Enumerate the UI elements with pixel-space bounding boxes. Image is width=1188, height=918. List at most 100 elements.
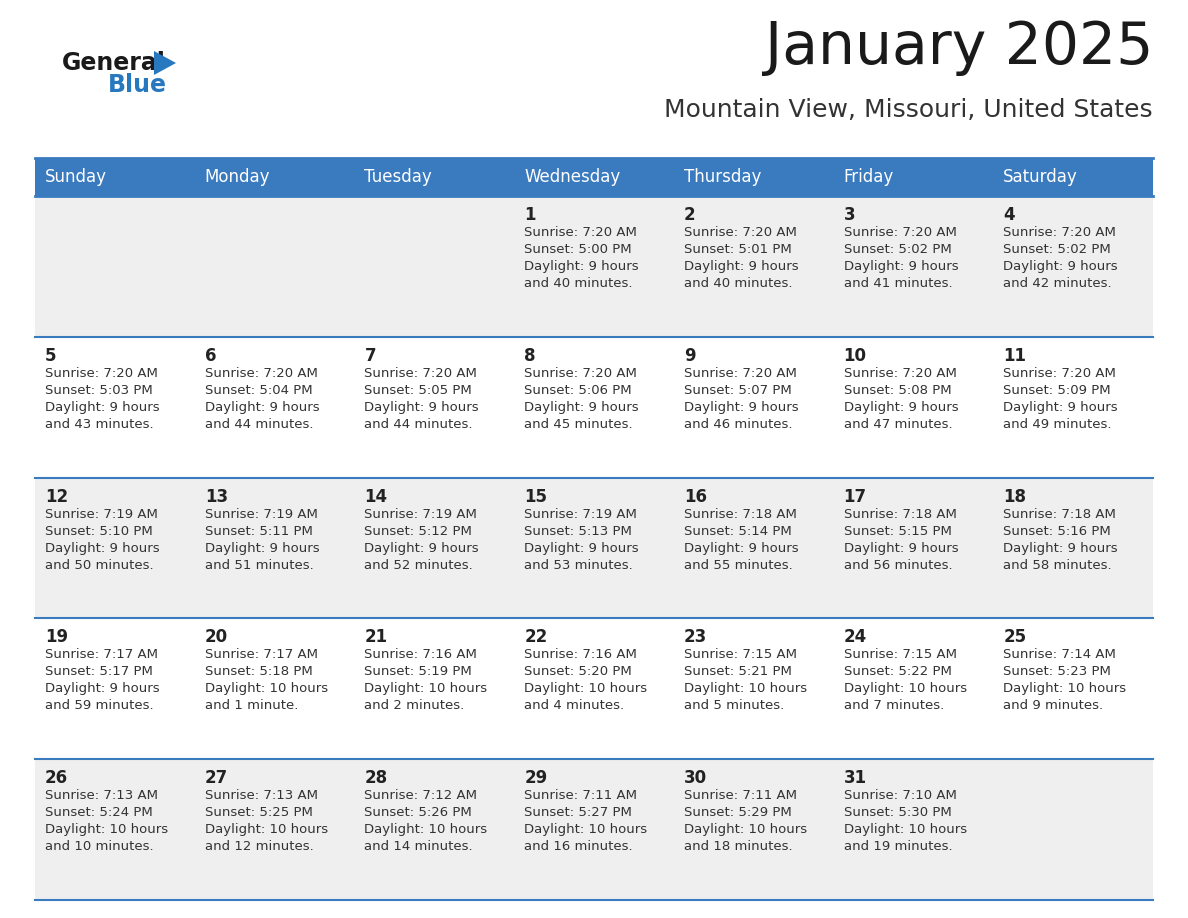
Text: Sunrise: 7:19 AM: Sunrise: 7:19 AM	[45, 508, 158, 521]
Bar	[34, 337, 195, 477]
Text: Sunset: 5:10 PM: Sunset: 5:10 PM	[45, 524, 153, 538]
Text: Sunrise: 7:20 AM: Sunrise: 7:20 AM	[1004, 367, 1117, 380]
Text: Sunrise: 7:20 AM: Sunrise: 7:20 AM	[524, 226, 637, 239]
Text: Sunset: 5:04 PM: Sunset: 5:04 PM	[204, 384, 312, 397]
Text: Sunset: 5:25 PM: Sunset: 5:25 PM	[204, 806, 312, 819]
Text: and 4 minutes.: and 4 minutes.	[524, 700, 624, 712]
Text: Sunrise: 7:20 AM: Sunrise: 7:20 AM	[843, 367, 956, 380]
Text: Sunrise: 7:11 AM: Sunrise: 7:11 AM	[684, 789, 797, 802]
Text: Sunrise: 7:13 AM: Sunrise: 7:13 AM	[45, 789, 158, 802]
Text: and 1 minute.: and 1 minute.	[204, 700, 298, 712]
Bar	[674, 477, 834, 619]
Text: 17: 17	[843, 487, 867, 506]
Text: 11: 11	[1004, 347, 1026, 364]
Text: Sunrise: 7:16 AM: Sunrise: 7:16 AM	[365, 648, 478, 661]
Text: Sunrise: 7:11 AM: Sunrise: 7:11 AM	[524, 789, 637, 802]
Bar	[834, 619, 993, 759]
Text: Daylight: 10 hours: Daylight: 10 hours	[524, 682, 647, 696]
Text: Sunrise: 7:12 AM: Sunrise: 7:12 AM	[365, 789, 478, 802]
Text: Sunset: 5:09 PM: Sunset: 5:09 PM	[1004, 384, 1111, 397]
Text: Sunrise: 7:20 AM: Sunrise: 7:20 AM	[684, 226, 797, 239]
Bar	[993, 477, 1154, 619]
Bar	[514, 196, 674, 337]
Text: Sunset: 5:05 PM: Sunset: 5:05 PM	[365, 384, 472, 397]
Text: Sunset: 5:17 PM: Sunset: 5:17 PM	[45, 666, 153, 678]
Text: 3: 3	[843, 206, 855, 224]
Text: Daylight: 9 hours: Daylight: 9 hours	[45, 542, 159, 554]
Text: Daylight: 9 hours: Daylight: 9 hours	[365, 542, 479, 554]
Text: Sunrise: 7:14 AM: Sunrise: 7:14 AM	[1004, 648, 1117, 661]
Text: Sunset: 5:21 PM: Sunset: 5:21 PM	[684, 666, 791, 678]
Text: Sunset: 5:26 PM: Sunset: 5:26 PM	[365, 806, 472, 819]
Text: Wednesday: Wednesday	[524, 168, 620, 186]
Bar	[354, 158, 514, 196]
Text: Sunrise: 7:17 AM: Sunrise: 7:17 AM	[45, 648, 158, 661]
Bar	[834, 337, 993, 477]
Text: and 40 minutes.: and 40 minutes.	[684, 277, 792, 290]
Text: 8: 8	[524, 347, 536, 364]
Text: 16: 16	[684, 487, 707, 506]
Text: 27: 27	[204, 769, 228, 788]
Text: Sunrise: 7:19 AM: Sunrise: 7:19 AM	[365, 508, 478, 521]
Text: Saturday: Saturday	[1004, 168, 1078, 186]
Text: and 45 minutes.: and 45 minutes.	[524, 418, 633, 431]
Bar	[354, 759, 514, 900]
Text: Daylight: 10 hours: Daylight: 10 hours	[45, 823, 169, 836]
Text: Sunrise: 7:17 AM: Sunrise: 7:17 AM	[204, 648, 317, 661]
Bar	[674, 196, 834, 337]
Text: Sunset: 5:01 PM: Sunset: 5:01 PM	[684, 243, 791, 256]
Bar	[195, 477, 354, 619]
Text: Sunset: 5:07 PM: Sunset: 5:07 PM	[684, 384, 791, 397]
Text: 20: 20	[204, 629, 228, 646]
Text: Sunset: 5:02 PM: Sunset: 5:02 PM	[1004, 243, 1111, 256]
Text: General: General	[62, 51, 166, 75]
Text: Daylight: 10 hours: Daylight: 10 hours	[204, 823, 328, 836]
Bar	[674, 337, 834, 477]
Bar	[834, 196, 993, 337]
Text: Sunset: 5:12 PM: Sunset: 5:12 PM	[365, 524, 473, 538]
Text: Sunrise: 7:18 AM: Sunrise: 7:18 AM	[843, 508, 956, 521]
Text: Daylight: 9 hours: Daylight: 9 hours	[843, 401, 959, 414]
Text: 31: 31	[843, 769, 867, 788]
Bar	[674, 759, 834, 900]
Text: Sunset: 5:22 PM: Sunset: 5:22 PM	[843, 666, 952, 678]
Text: Sunset: 5:06 PM: Sunset: 5:06 PM	[524, 384, 632, 397]
Text: 19: 19	[45, 629, 68, 646]
Text: Daylight: 9 hours: Daylight: 9 hours	[1004, 542, 1118, 554]
Text: and 19 minutes.: and 19 minutes.	[843, 840, 953, 853]
Text: and 47 minutes.: and 47 minutes.	[843, 418, 953, 431]
Text: Sunset: 5:03 PM: Sunset: 5:03 PM	[45, 384, 153, 397]
Text: Sunrise: 7:19 AM: Sunrise: 7:19 AM	[524, 508, 637, 521]
Bar	[34, 196, 195, 337]
Text: Sunrise: 7:20 AM: Sunrise: 7:20 AM	[45, 367, 158, 380]
Text: Daylight: 9 hours: Daylight: 9 hours	[684, 542, 798, 554]
Text: and 44 minutes.: and 44 minutes.	[365, 418, 473, 431]
Text: 5: 5	[45, 347, 57, 364]
Text: and 40 minutes.: and 40 minutes.	[524, 277, 633, 290]
Text: 1: 1	[524, 206, 536, 224]
Text: and 59 minutes.: and 59 minutes.	[45, 700, 153, 712]
Text: and 7 minutes.: and 7 minutes.	[843, 700, 943, 712]
Text: and 10 minutes.: and 10 minutes.	[45, 840, 153, 853]
Text: 21: 21	[365, 629, 387, 646]
Bar	[354, 477, 514, 619]
Text: Sunrise: 7:15 AM: Sunrise: 7:15 AM	[843, 648, 956, 661]
Bar	[834, 158, 993, 196]
Text: 24: 24	[843, 629, 867, 646]
Text: Sunset: 5:15 PM: Sunset: 5:15 PM	[843, 524, 952, 538]
Text: Daylight: 9 hours: Daylight: 9 hours	[1004, 260, 1118, 273]
Text: Sunset: 5:13 PM: Sunset: 5:13 PM	[524, 524, 632, 538]
Text: 12: 12	[45, 487, 68, 506]
Text: Sunset: 5:08 PM: Sunset: 5:08 PM	[843, 384, 952, 397]
Text: and 14 minutes.: and 14 minutes.	[365, 840, 473, 853]
Text: 9: 9	[684, 347, 695, 364]
Text: Daylight: 10 hours: Daylight: 10 hours	[1004, 682, 1126, 696]
Bar	[514, 477, 674, 619]
Text: Sunrise: 7:16 AM: Sunrise: 7:16 AM	[524, 648, 637, 661]
Text: Sunrise: 7:19 AM: Sunrise: 7:19 AM	[204, 508, 317, 521]
Text: 13: 13	[204, 487, 228, 506]
Text: 2: 2	[684, 206, 695, 224]
Text: Sunset: 5:24 PM: Sunset: 5:24 PM	[45, 806, 153, 819]
Bar	[834, 477, 993, 619]
Text: Sunrise: 7:20 AM: Sunrise: 7:20 AM	[684, 367, 797, 380]
